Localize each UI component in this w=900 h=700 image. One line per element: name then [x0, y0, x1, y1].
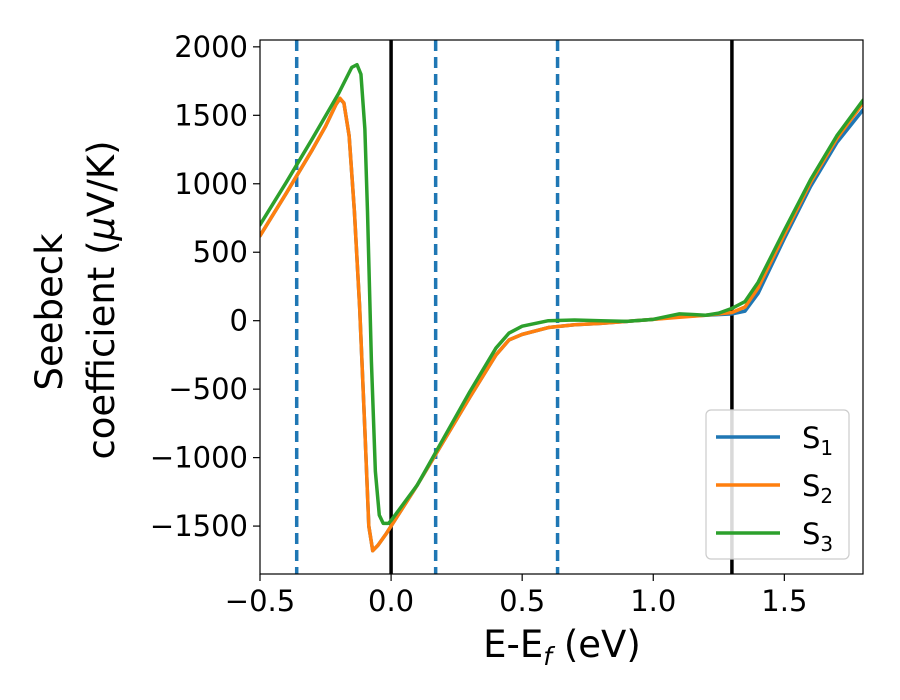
- x-tick-label: 0.5: [499, 584, 545, 618]
- y-tick-label: 1500: [174, 98, 248, 132]
- y-tick-label: −1500: [150, 509, 248, 543]
- y-tick-label: 2000: [174, 30, 248, 64]
- plot-frame: [259, 39, 864, 575]
- y-axis-label-line2: coefficient (μV/K): [80, 140, 123, 459]
- series-line-s2: [260, 96, 863, 553]
- x-tick-label: 1.5: [761, 584, 807, 618]
- y-axis: −1500 −1000 −500 0 500 1000 1500 2000: [150, 30, 260, 543]
- legend-label-s2: S2: [802, 469, 833, 508]
- series-line-s3: [260, 62, 863, 526]
- series-lines: [260, 62, 863, 553]
- y-axis-label-line1: Seebeck: [28, 233, 71, 391]
- y-tick-label: −1000: [150, 441, 248, 475]
- y-tick-label: 0: [230, 304, 248, 338]
- y-tick-label: 1000: [174, 167, 248, 201]
- x-tick-label: 0.0: [368, 584, 414, 618]
- legend-label-s1: S1: [802, 421, 833, 460]
- y-tick-label: 500: [193, 235, 248, 269]
- legend: S1 S2 S3: [705, 409, 850, 560]
- x-axis-label: E-Ef (eV): [483, 623, 641, 671]
- x-axis: −0.5 0.0 0.5 1.0 1.5: [225, 574, 807, 618]
- reference-lines: [294, 40, 734, 574]
- x-tick-label: 1.0: [630, 584, 676, 618]
- legend-label-s3: S3: [802, 517, 833, 556]
- y-tick-label: −500: [168, 372, 248, 406]
- x-tick-label: −0.5: [225, 584, 295, 618]
